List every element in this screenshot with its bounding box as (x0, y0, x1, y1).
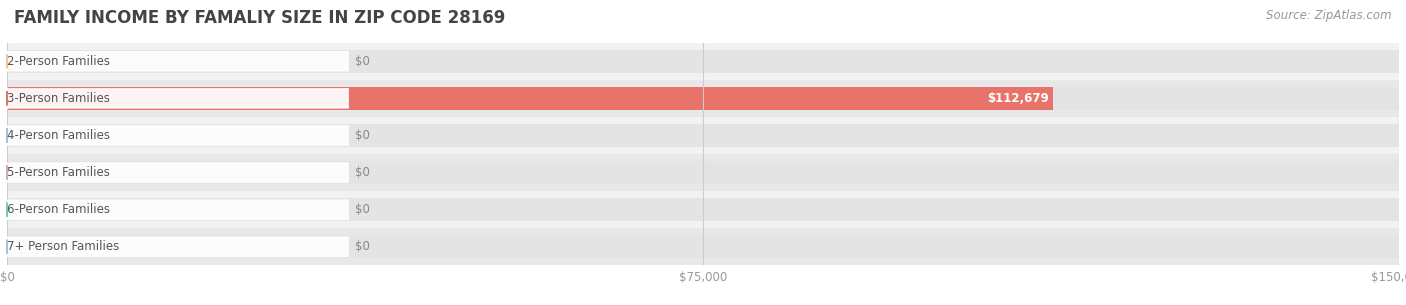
Bar (7, 154, 1399, 191)
Bar (7, 228, 1399, 265)
Text: 5-Person Families: 5-Person Families (7, 166, 110, 179)
FancyBboxPatch shape (7, 163, 349, 182)
FancyBboxPatch shape (7, 237, 349, 256)
FancyBboxPatch shape (7, 52, 349, 71)
Bar (7, 235, 1399, 258)
Text: $0: $0 (354, 166, 370, 179)
Bar (7, 124, 1399, 147)
FancyBboxPatch shape (7, 200, 349, 219)
Text: 7+ Person Families: 7+ Person Families (7, 240, 120, 253)
Text: FAMILY INCOME BY FAMALIY SIZE IN ZIP CODE 28169: FAMILY INCOME BY FAMALIY SIZE IN ZIP COD… (14, 9, 505, 27)
FancyBboxPatch shape (7, 126, 349, 145)
Text: $0: $0 (354, 240, 370, 253)
Text: $0: $0 (354, 55, 370, 68)
Text: $112,679: $112,679 (987, 92, 1049, 105)
Bar (7, 161, 1399, 184)
Bar (7, 87, 1399, 110)
Text: 6-Person Families: 6-Person Families (7, 203, 110, 216)
Bar (7, 191, 1399, 228)
Bar (7, 80, 1399, 117)
Bar (7, 87, 1053, 110)
Text: $0: $0 (354, 203, 370, 216)
FancyBboxPatch shape (7, 89, 349, 108)
Bar (7, 117, 1399, 154)
Text: 4-Person Families: 4-Person Families (7, 129, 110, 142)
Bar (7, 50, 1399, 73)
Text: 3-Person Families: 3-Person Families (7, 92, 110, 105)
Text: 2-Person Families: 2-Person Families (7, 55, 110, 68)
Bar (7, 43, 1399, 80)
Text: $0: $0 (354, 129, 370, 142)
Text: Source: ZipAtlas.com: Source: ZipAtlas.com (1267, 9, 1392, 22)
Bar (7, 198, 1399, 221)
